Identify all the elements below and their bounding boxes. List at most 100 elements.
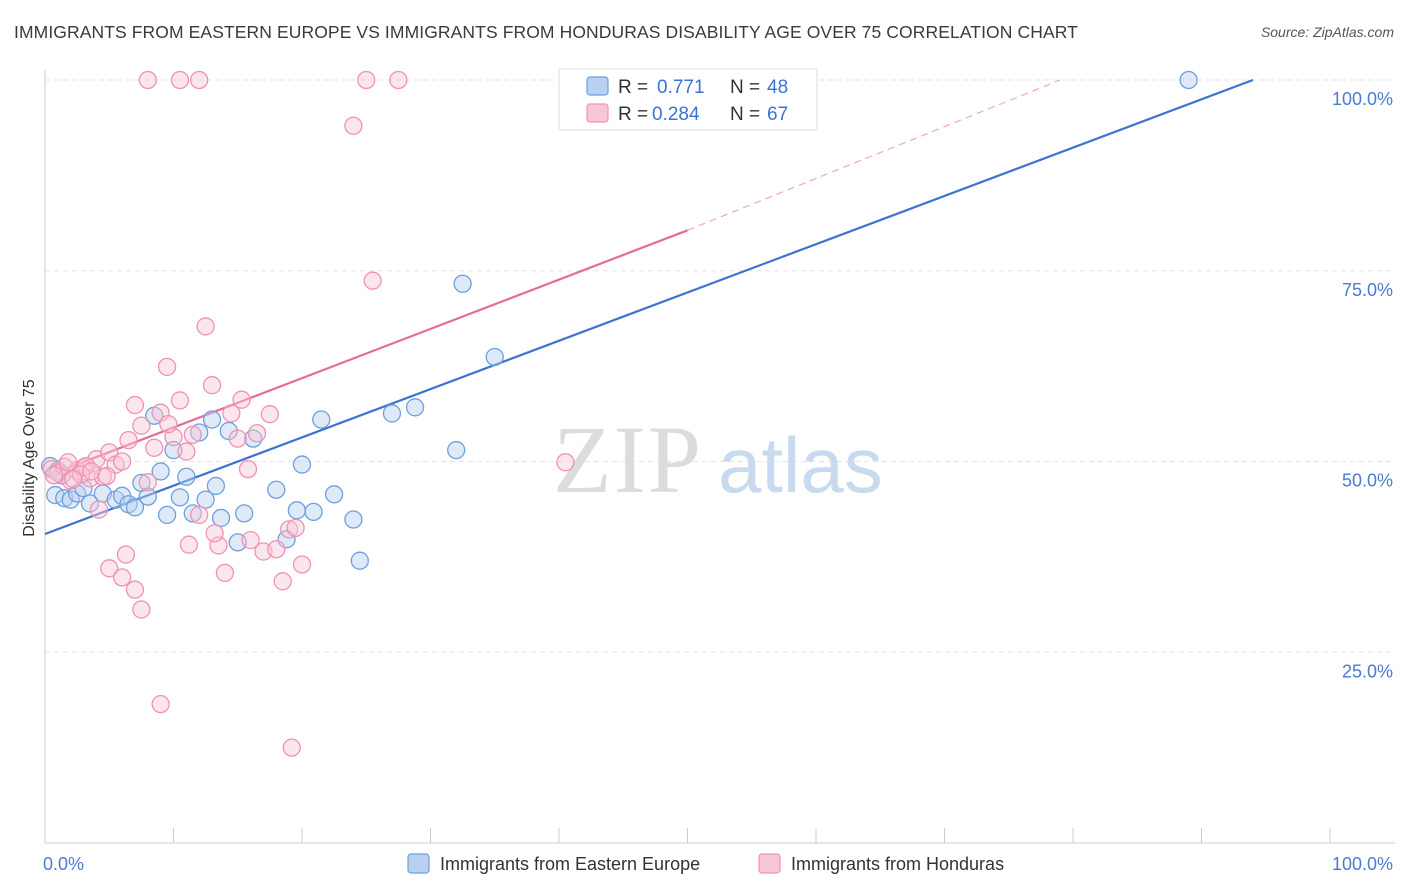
point-honduras-25 — [202, 376, 222, 395]
point-eastern-europe-33 — [304, 502, 323, 522]
source-label: Source: ZipAtlas.com — [1260, 24, 1394, 40]
bottom-legend-label-eastern-europe: Immigrants from Eastern Europe — [440, 854, 700, 874]
legend-r-value-honduras: 0.284 — [652, 104, 700, 125]
point-honduras-59 — [179, 535, 199, 554]
point-eastern-europe-31 — [287, 501, 307, 520]
y-tick-labels: 25.0% 50.0% 75.0% 100.0% — [1332, 89, 1393, 681]
point-honduras-39 — [292, 555, 312, 574]
point-eastern-europe-29 — [267, 480, 286, 499]
point-honduras-22 — [183, 425, 202, 444]
point-eastern-europe-27 — [235, 504, 254, 523]
point-honduras-38 — [286, 518, 305, 538]
legend-n-label-2: N = — [730, 104, 760, 125]
x-tick-labels: 0.0% 100.0% — [43, 854, 1393, 874]
point-eastern-europe-38 — [382, 404, 402, 423]
point-eastern-europe-22 — [202, 410, 222, 429]
point-eastern-europe-34 — [312, 410, 331, 429]
point-eastern-europe-18 — [177, 467, 196, 486]
watermark-zip: ZIP — [553, 406, 703, 513]
point-eastern-europe-17 — [170, 488, 190, 507]
point-eastern-europe-23 — [206, 476, 226, 496]
trend-extension-honduras — [687, 79, 1061, 231]
point-honduras-14 — [132, 416, 151, 435]
point-honduras-31 — [238, 459, 258, 479]
point-honduras-11 — [112, 452, 132, 471]
chart-title: IMMIGRANTS FROM EASTERN EUROPE VS IMMIGR… — [14, 22, 1078, 42]
point-honduras-63 — [44, 466, 64, 485]
watermark-atlas: atlas — [718, 421, 883, 509]
point-honduras-48 — [170, 70, 190, 90]
point-eastern-europe-12 — [138, 487, 157, 506]
point-honduras-32 — [247, 424, 267, 443]
point-honduras-18 — [157, 357, 177, 377]
bottom-legend-label-honduras: Immigrants from Honduras — [791, 854, 1004, 874]
point-honduras-65 — [159, 414, 178, 434]
legend-swatch-honduras — [586, 103, 609, 123]
trend-lines — [44, 78, 1254, 536]
y-tick-label-0: 25.0% — [1342, 661, 1393, 681]
point-eastern-europe-21 — [196, 490, 215, 509]
grid-lines — [45, 79, 1395, 653]
point-honduras-49 — [190, 70, 209, 90]
point-honduras-16 — [145, 438, 164, 457]
x-tick-label-0: 0.0% — [43, 854, 84, 874]
point-honduras-51 — [357, 70, 376, 90]
point-honduras-62 — [97, 466, 116, 486]
point-eastern-europe-24 — [211, 508, 231, 528]
point-honduras-60 — [64, 469, 83, 489]
point-honduras-46 — [282, 738, 301, 757]
point-honduras-27 — [215, 563, 235, 583]
bottom-legend-swatch-honduras — [758, 853, 781, 874]
point-honduras-40 — [116, 545, 136, 564]
point-eastern-europe-42 — [485, 347, 504, 367]
legend-n-label-1: N = — [730, 77, 760, 98]
point-eastern-europe-19 — [183, 504, 202, 523]
point-honduras-61 — [82, 462, 101, 481]
point-eastern-europe-10 — [125, 498, 145, 517]
point-eastern-europe-32 — [292, 455, 312, 474]
point-eastern-europe-39 — [405, 398, 425, 417]
axes — [44, 70, 1395, 844]
bottom-legend-swatch-eastern-europe — [407, 853, 430, 874]
point-honduras-15 — [138, 472, 157, 492]
point-honduras-55 — [89, 500, 109, 519]
y-tick-label-3: 100.0% — [1332, 89, 1393, 109]
point-honduras-43 — [125, 580, 145, 599]
legend-swatch-eastern-europe — [586, 76, 609, 96]
point-honduras-35 — [267, 540, 286, 559]
y-tick-label-1: 50.0% — [1342, 471, 1393, 491]
x-tick-label-1: 100.0% — [1332, 854, 1393, 874]
y-axis-label: Disability Age Over 75 — [21, 379, 38, 537]
trend-line-eastern-europe — [44, 78, 1254, 536]
watermark: ZIP atlas — [553, 406, 883, 513]
point-honduras-66 — [241, 530, 260, 550]
point-honduras-53 — [363, 271, 382, 290]
point-eastern-europe-44 — [1179, 70, 1198, 90]
legend-n-value-honduras: 67 — [767, 104, 788, 125]
point-honduras-45 — [151, 694, 170, 714]
point-eastern-europe-14 — [151, 462, 170, 481]
point-honduras-23 — [190, 505, 209, 525]
point-honduras-29 — [228, 429, 247, 448]
point-eastern-europe-35 — [324, 485, 344, 504]
point-eastern-europe-41 — [453, 274, 472, 293]
legend-r-label-1: R = — [618, 77, 648, 98]
point-honduras-30 — [232, 390, 251, 409]
point-honduras-42 — [112, 568, 132, 587]
trend-line-honduras — [44, 229, 688, 478]
point-honduras-21 — [177, 442, 196, 461]
point-honduras-37 — [279, 520, 299, 539]
point-honduras-50 — [344, 116, 363, 135]
legend-n-value-eastern-europe: 48 — [767, 77, 788, 98]
point-honduras-52 — [389, 70, 408, 90]
point-honduras-64 — [205, 524, 224, 543]
point-honduras-57 — [58, 453, 78, 472]
point-honduras-12 — [119, 430, 138, 450]
point-honduras-28 — [222, 404, 241, 423]
legend-box: R = 0.771 N = 48 R = 0.284 N = 67 — [558, 68, 818, 131]
point-honduras-13 — [125, 395, 145, 415]
point-eastern-europe-40 — [447, 440, 466, 460]
point-honduras-41 — [100, 559, 119, 578]
point-eastern-europe-15 — [157, 505, 177, 525]
